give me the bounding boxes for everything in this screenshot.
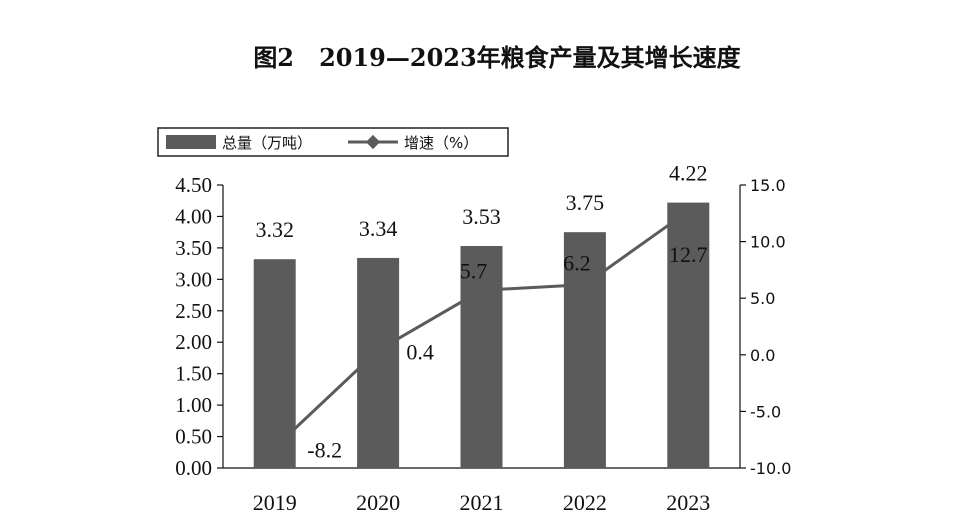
left-tick-label: 2.00 xyxy=(175,330,212,354)
x-tick-label: 2023 xyxy=(666,490,710,515)
legend-bar-label: 总量（万吨） xyxy=(222,134,312,152)
growth-point-2021 xyxy=(473,281,490,299)
growth-point-2020 xyxy=(369,341,387,359)
bar-2023 xyxy=(667,202,710,468)
right-tick-label: 5.0 xyxy=(750,289,775,308)
left-tick-label: 3.50 xyxy=(175,236,212,260)
left-tick-label: 2.50 xyxy=(175,299,212,323)
right-tick-label: -5.0 xyxy=(750,402,781,421)
bar-value-label: 3.53 xyxy=(462,204,501,229)
x-tick-label: 2020 xyxy=(356,490,400,515)
bar-value-label: 3.34 xyxy=(359,216,398,241)
x-tick-label: 2021 xyxy=(460,490,504,515)
legend: 总量（万吨） 增速（%） xyxy=(157,127,509,157)
growth-point-2019 xyxy=(266,439,284,457)
bar-2019 xyxy=(253,259,296,468)
left-tick-label: 4.00 xyxy=(175,204,212,228)
left-tick-label: 1.50 xyxy=(175,362,212,386)
growth-value-label: 12.7 xyxy=(669,242,708,267)
left-tick-label: 4.50 xyxy=(175,173,212,197)
left-tick-label: 0.50 xyxy=(175,425,212,449)
left-tick-label: 3.00 xyxy=(175,267,212,291)
data-labels: 3.32 3.34 3.53 3.75 4.22 -8.2 0.4 5.7 6.2 12.7 xyxy=(255,161,707,463)
x-tick-label: 2019 xyxy=(253,490,297,515)
growth-value-label: 5.7 xyxy=(460,258,488,283)
growth-value-label: 0.4 xyxy=(406,339,434,364)
bar-value-label: 4.22 xyxy=(669,161,708,186)
growth-value-label: -8.2 xyxy=(307,438,342,463)
x-tick-label: 2022 xyxy=(563,490,607,515)
right-tick-label: 10.0 xyxy=(750,233,786,252)
legend-line-label: 增速（%） xyxy=(404,134,478,152)
chart-title: 图2 2019—2023年粮食产量及其增长速度 xyxy=(253,43,741,72)
right-tick-label: 15.0 xyxy=(750,176,786,195)
legend-box xyxy=(157,127,509,157)
bar-value-label: 3.32 xyxy=(255,217,294,242)
legend-line-marker xyxy=(365,134,381,150)
growth-point-2023 xyxy=(679,202,697,220)
right-tick-label: -10.0 xyxy=(750,459,791,478)
growth-value-label: 6.2 xyxy=(563,251,591,276)
line-series xyxy=(266,202,697,457)
left-tick-label: 1.00 xyxy=(175,393,212,417)
axes: 0.00 0.50 1.00 1.50 2.00 2.50 3.00 3.50 4.00 4.50… xyxy=(175,173,791,515)
growth-point-2022 xyxy=(576,276,594,294)
right-tick-label: 0.0 xyxy=(750,346,775,365)
left-tick-label: 0.00 xyxy=(175,456,212,480)
bars xyxy=(253,202,710,468)
bar-2022 xyxy=(563,232,606,468)
bar-value-label: 3.75 xyxy=(566,190,605,215)
legend-bar-swatch xyxy=(166,135,216,149)
